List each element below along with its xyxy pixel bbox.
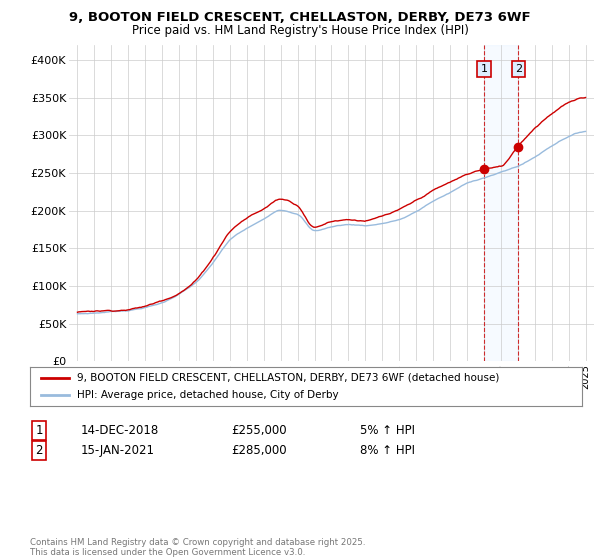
Text: 14-DEC-2018: 14-DEC-2018 (81, 423, 159, 437)
Text: HPI: Average price, detached house, City of Derby: HPI: Average price, detached house, City… (77, 390, 338, 400)
Text: 2: 2 (515, 64, 522, 74)
Bar (484, 45, 518, 361)
Text: 1: 1 (35, 423, 43, 437)
Text: Price paid vs. HM Land Registry's House Price Index (HPI): Price paid vs. HM Land Registry's House … (131, 24, 469, 36)
Text: 9, BOOTON FIELD CRESCENT, CHELLASTON, DERBY, DE73 6WF (detached house): 9, BOOTON FIELD CRESCENT, CHELLASTON, DE… (77, 373, 499, 383)
Text: £255,000: £255,000 (231, 423, 287, 437)
Text: 2: 2 (35, 444, 43, 458)
Text: 8% ↑ HPI: 8% ↑ HPI (360, 444, 415, 458)
Text: £285,000: £285,000 (231, 444, 287, 458)
Text: 1: 1 (481, 64, 487, 74)
Text: 5% ↑ HPI: 5% ↑ HPI (360, 423, 415, 437)
Text: 9, BOOTON FIELD CRESCENT, CHELLASTON, DERBY, DE73 6WF: 9, BOOTON FIELD CRESCENT, CHELLASTON, DE… (69, 11, 531, 24)
Text: 15-JAN-2021: 15-JAN-2021 (81, 444, 155, 458)
Text: Contains HM Land Registry data © Crown copyright and database right 2025.
This d: Contains HM Land Registry data © Crown c… (30, 538, 365, 557)
